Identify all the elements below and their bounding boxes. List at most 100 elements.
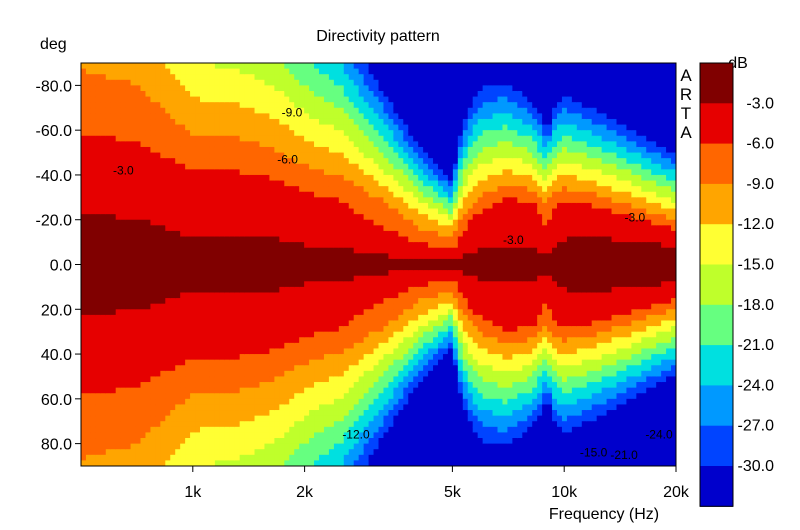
heatmap-cell: [185, 163, 191, 170]
heatmap-cell: [393, 96, 399, 103]
heatmap-cell: [348, 191, 355, 198]
heatmap-cell: [289, 298, 295, 305]
heatmap-cell: [279, 118, 285, 126]
heatmap-cell: [115, 460, 122, 466]
heatmap-cell: [110, 113, 117, 120]
heatmap-cell: [239, 124, 246, 131]
heatmap-cell: [309, 225, 315, 232]
heatmap-cell: [115, 90, 122, 98]
heatmap-cell: [378, 359, 385, 366]
heatmap-cell: [95, 230, 102, 238]
heatmap-cell: [229, 130, 236, 137]
heatmap-cell: [388, 292, 394, 299]
heatmap-cell: [130, 337, 137, 344]
heatmap-cell: [328, 432, 335, 439]
heatmap-cell: [328, 320, 335, 327]
heatmap-cell: [165, 130, 171, 137]
heatmap-cell: [259, 225, 266, 232]
heatmap-cell: [304, 365, 310, 372]
heatmap-cell: [378, 96, 385, 103]
heatmap-cell: [244, 253, 251, 260]
heatmap-cell: [373, 326, 380, 333]
heatmap-cell: [204, 359, 211, 366]
heatmap-cell: [244, 258, 251, 266]
heatmap-cell: [145, 79, 152, 86]
heatmap-cell: [249, 158, 256, 165]
heatmap-cell: [125, 454, 132, 462]
heatmap-cell: [333, 214, 340, 221]
heatmap-cell: [81, 191, 87, 198]
heatmap-cell: [418, 68, 424, 75]
heatmap-cell: [115, 354, 122, 361]
heatmap-cell: [180, 230, 186, 238]
heatmap-cell: [254, 370, 261, 378]
heatmap-cell: [180, 152, 186, 159]
heatmap-cell: [95, 270, 102, 277]
heatmap-cell: [200, 242, 206, 249]
heatmap-cell: [239, 264, 246, 271]
heatmap-cell: [175, 415, 181, 422]
heatmap-cell: [398, 107, 404, 114]
heatmap-cell: [418, 258, 424, 266]
heatmap-cell: [150, 107, 156, 114]
heatmap-cell: [284, 342, 290, 350]
heatmap-cell: [353, 96, 360, 103]
heatmap-cell: [100, 404, 107, 411]
heatmap-cell: [368, 68, 375, 75]
heatmap-cell: [264, 118, 271, 126]
heatmap-cell: [403, 303, 409, 310]
heatmap-cell: [130, 141, 137, 148]
heatmap-cell: [378, 85, 385, 92]
heatmap-cell: [259, 74, 266, 81]
heatmap-cell: [244, 365, 251, 372]
heatmap-cell: [145, 292, 152, 299]
heatmap-cell: [90, 102, 97, 109]
heatmap-cell: [125, 169, 132, 176]
heatmap-cell: [145, 63, 152, 70]
heatmap-cell: [160, 275, 166, 282]
heatmap-cell: [229, 275, 236, 282]
heatmap-cell: [279, 146, 285, 154]
heatmap-cell: [314, 426, 320, 434]
heatmap-cell: [259, 454, 266, 462]
heatmap-cell: [85, 387, 92, 394]
heatmap-cell: [279, 152, 285, 159]
heatmap-cell: [125, 286, 132, 294]
heatmap-cell: [204, 286, 211, 294]
heatmap-cell: [249, 74, 256, 81]
heatmap-cell: [150, 404, 156, 411]
heatmap-cell: [140, 258, 147, 266]
heatmap-cell: [239, 415, 246, 422]
heatmap-cell: [85, 432, 92, 439]
heatmap-cell: [219, 191, 226, 198]
heatmap-cell: [85, 135, 92, 142]
heatmap-cell: [269, 460, 275, 466]
heatmap-cell: [90, 197, 97, 204]
heatmap-cell: [408, 247, 414, 254]
heatmap-cell: [150, 337, 156, 344]
heatmap-cell: [115, 298, 122, 305]
heatmap-cell: [264, 438, 271, 445]
heatmap-cell: [274, 348, 280, 355]
heatmap-cell: [190, 107, 196, 114]
heatmap-cell: [195, 281, 201, 288]
heatmap-cell: [160, 141, 166, 148]
heatmap-cell: [423, 102, 429, 109]
heatmap-cell: [145, 326, 152, 333]
heatmap-cell: [274, 253, 280, 260]
heatmap-cell: [90, 219, 97, 226]
heatmap-cell: [403, 118, 409, 126]
heatmap-cell: [145, 415, 152, 422]
heatmap-cell: [90, 225, 97, 232]
heatmap-cell: [95, 219, 102, 226]
heatmap-cell: [170, 174, 176, 182]
heatmap-cell: [85, 163, 92, 170]
heatmap-cell: [115, 169, 122, 176]
heatmap-cell: [155, 219, 161, 226]
heatmap-cell: [274, 398, 280, 406]
heatmap-cell: [81, 421, 87, 428]
heatmap-cell: [254, 387, 261, 394]
heatmap-cell: [403, 141, 409, 148]
heatmap-cell: [165, 382, 171, 389]
heatmap-cell: [259, 236, 266, 243]
